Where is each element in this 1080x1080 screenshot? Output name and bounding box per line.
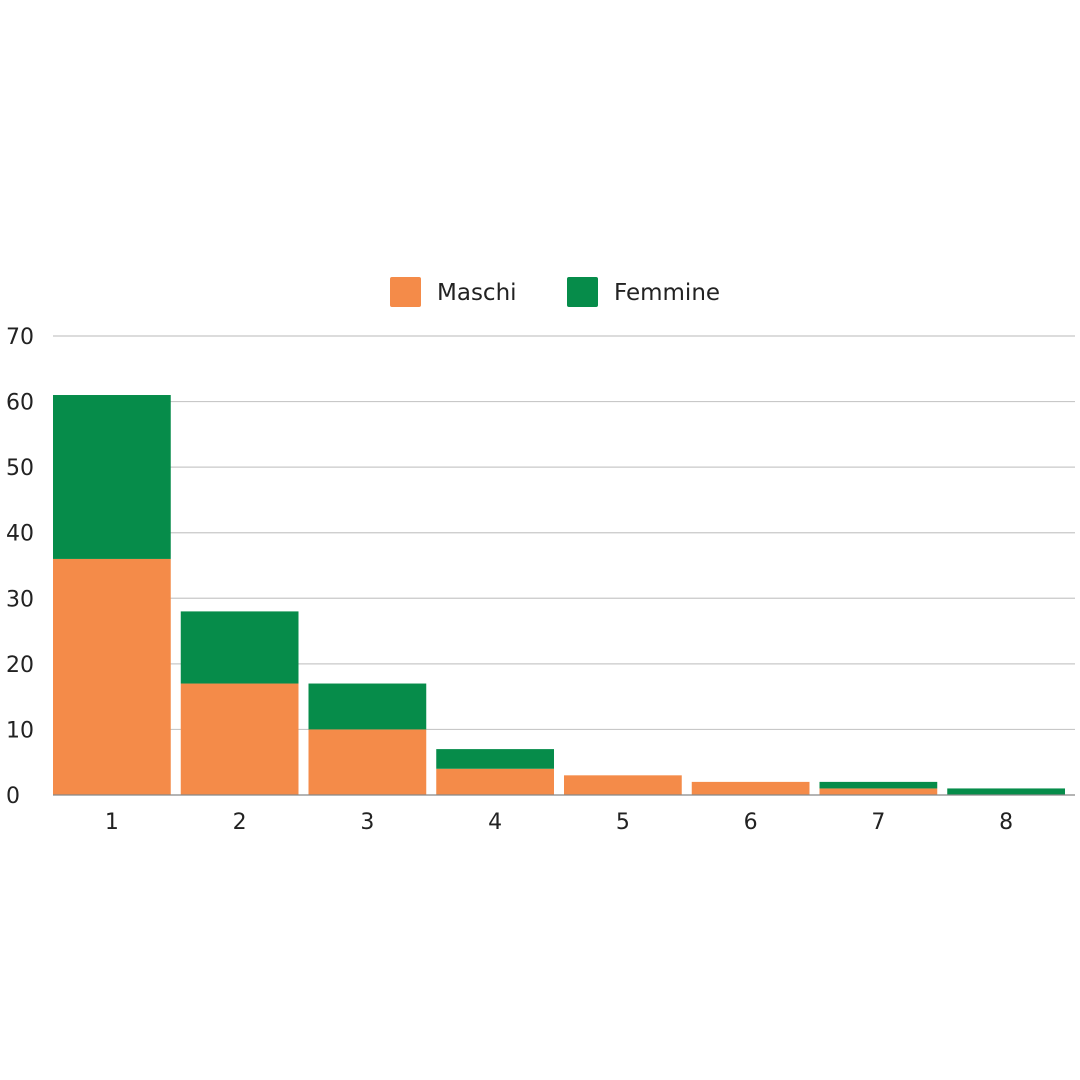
x-axis: 1 2 3 4 5 6 7 8: [105, 810, 1013, 835]
x-tick-label: 2: [233, 810, 247, 835]
y-tick-label: 0: [6, 784, 20, 809]
legend-label-maschi: Maschi: [437, 280, 517, 306]
bar-femmine-2: [180, 611, 299, 684]
y-tick-label: 40: [6, 522, 34, 547]
bar-femmine-3: [308, 683, 427, 730]
x-tick-label: 8: [999, 810, 1013, 835]
x-tick-label: 7: [871, 810, 885, 835]
bar-maschi-6: [691, 781, 810, 795]
y-tick-label: 50: [6, 456, 34, 481]
x-tick-label: 6: [744, 810, 758, 835]
y-tick-label: 70: [6, 325, 34, 350]
y-tick-label: 20: [6, 653, 34, 678]
legend-label-femmine: Femmine: [614, 280, 720, 306]
bar-maschi-4: [436, 768, 554, 795]
x-tick-label: 4: [488, 810, 502, 835]
bar-maschi-3: [308, 729, 427, 795]
bar-femmine-4: [436, 749, 554, 769]
legend-swatch-femmine: [567, 277, 598, 307]
bars: [53, 395, 1065, 795]
legend: Maschi Femmine: [390, 277, 720, 307]
x-tick-label: 5: [616, 810, 630, 835]
y-tick-label: 30: [6, 587, 34, 612]
y-axis: 0 10 20 30 40 50 60 70: [6, 325, 34, 809]
bar-femmine-1: [53, 395, 171, 559]
bar-maschi-2: [180, 683, 299, 795]
bar-maschi-5: [564, 775, 682, 795]
x-tick-label: 3: [360, 810, 374, 835]
y-tick-label: 10: [6, 718, 34, 743]
bar-femmine-8: [947, 788, 1065, 795]
bar-femmine-7: [819, 781, 938, 789]
x-tick-label: 1: [105, 810, 119, 835]
bar-maschi-1: [53, 558, 171, 795]
y-tick-label: 60: [6, 391, 34, 416]
bar-maschi-7: [819, 788, 938, 795]
legend-swatch-maschi: [390, 277, 421, 307]
